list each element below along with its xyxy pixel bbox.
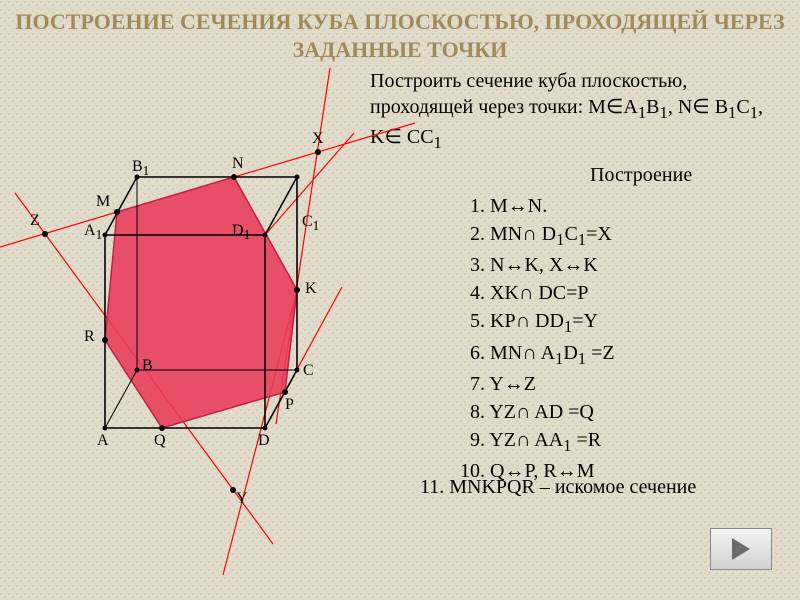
- cube-section-diagram: [0, 0, 800, 600]
- label-B1: B1: [132, 158, 149, 179]
- next-slide-button[interactable]: [710, 528, 772, 570]
- label-Z: Z: [30, 212, 40, 230]
- label-R: R: [84, 328, 95, 346]
- label-P: P: [285, 396, 294, 414]
- label-A: A: [97, 432, 109, 450]
- label-B: B: [142, 357, 153, 375]
- label-C: C: [303, 362, 314, 380]
- label-N: N: [232, 155, 244, 173]
- label-K: K: [305, 280, 317, 298]
- label-M: M: [96, 193, 110, 211]
- play-icon: [728, 536, 754, 562]
- label-C1: C1: [302, 213, 319, 234]
- label-A1: A1: [84, 222, 102, 243]
- label-Y: Y: [236, 490, 248, 508]
- label-X: X: [312, 130, 324, 148]
- label-D: D: [258, 432, 270, 450]
- label-Q: Q: [154, 432, 166, 450]
- label-D1: D1: [232, 222, 250, 243]
